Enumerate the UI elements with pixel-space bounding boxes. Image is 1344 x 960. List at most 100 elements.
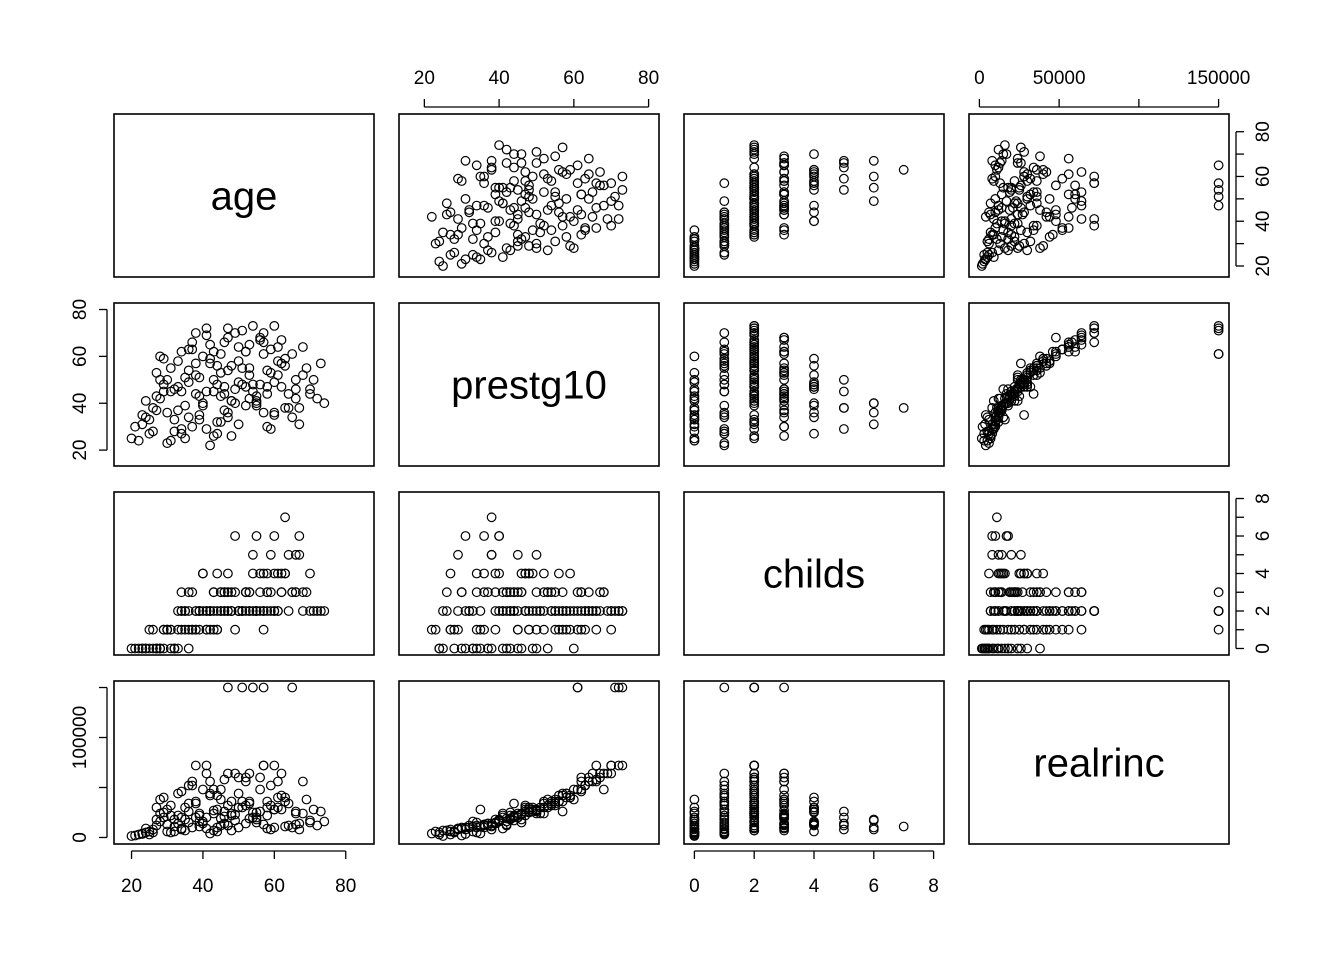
- point-r3-c2-25: [839, 824, 849, 835]
- point-r2-c0-50: [183, 624, 194, 635]
- point-r0-c1-94: [554, 207, 564, 218]
- point-r3-c2-140: [749, 774, 760, 785]
- point-r0-c1-99: [527, 225, 538, 236]
- point-r3-c2-96: [719, 826, 730, 837]
- point-r2-c0-48: [226, 587, 237, 598]
- tick-label-left-r1-3: 80: [70, 299, 91, 320]
- point-r1-c2-74: [749, 381, 760, 392]
- point-r0-c2-128: [839, 162, 849, 173]
- point-r2-c1-26: [531, 643, 542, 654]
- point-r0-c3-104: [1044, 193, 1055, 204]
- point-r1-c3-70: [980, 410, 991, 420]
- point-r2-c1-89: [546, 606, 557, 616]
- point-r1-c0-139: [169, 426, 180, 437]
- point-r3-c0-71: [244, 796, 255, 807]
- point-r1-c0-6: [194, 414, 205, 425]
- panel-r3-c1: [398, 680, 660, 845]
- point-r2-c0-91: [276, 587, 287, 598]
- point-r2-c3-66: [1213, 624, 1224, 635]
- point-r2-c1-80: [501, 643, 512, 654]
- point-r2-c0-3: [273, 568, 283, 579]
- point-r2-c1-83: [610, 606, 620, 616]
- point-r2-c1-155: [557, 624, 568, 635]
- point-r0-c3-141: [1006, 182, 1017, 193]
- point-r1-c0-61: [205, 358, 216, 369]
- point-r2-c3-158: [1076, 606, 1087, 616]
- point-r1-c0-142: [183, 365, 194, 376]
- point-r0-c1-57: [598, 200, 609, 211]
- point-r3-c1-157: [531, 804, 542, 815]
- point-r2-c0-128: [283, 549, 294, 560]
- point-r0-c1-87: [445, 249, 456, 260]
- point-r2-c0-2: [176, 624, 187, 635]
- tick-label-right-r2-4: 4: [1253, 568, 1274, 579]
- point-r2-c1-54: [565, 624, 575, 635]
- point-r2-c1-71: [539, 587, 549, 598]
- point-r0-c3-122: [1017, 209, 1028, 220]
- point-r2-c1-59: [434, 643, 445, 654]
- point-r2-c0-146: [240, 587, 251, 598]
- point-r1-c0-122: [208, 374, 219, 385]
- point-r2-c0-123: [140, 643, 151, 654]
- point-r0-c3-7: [1063, 189, 1074, 200]
- point-r1-c2-148: [719, 386, 730, 397]
- point-r0-c3-124: [1070, 180, 1080, 191]
- point-r0-c1-100: [471, 160, 482, 171]
- point-r2-c1-104: [561, 606, 572, 616]
- point-r2-c3-132: [1041, 606, 1052, 616]
- point-r2-c1-32: [475, 606, 486, 616]
- point-r0-c3-19: [1089, 214, 1100, 224]
- point-r3-c0-81: [273, 792, 283, 803]
- point-r2-c3-88: [1006, 549, 1017, 560]
- point-r2-c3-96: [984, 624, 994, 635]
- point-r1-c0-111: [280, 360, 291, 371]
- point-r1-c2-77: [719, 337, 730, 348]
- point-r1-c0-40: [140, 396, 151, 406]
- point-r0-c2-63: [779, 229, 789, 240]
- point-r2-c1-36: [516, 643, 527, 654]
- point-r2-c1-96: [430, 624, 441, 635]
- point-r0-c1-116: [572, 205, 583, 215]
- point-r2-c1-92: [505, 606, 516, 616]
- point-r1-c0-143: [276, 381, 287, 392]
- point-r1-c3-43: [1213, 321, 1224, 331]
- point-r2-c0-139: [169, 643, 180, 654]
- point-r0-c2-157: [719, 238, 730, 249]
- point-r2-c1-105: [453, 606, 463, 616]
- point-r2-c0-13: [133, 643, 144, 654]
- point-r3-c1-135: [583, 776, 594, 787]
- point-r0-c1-117: [483, 231, 493, 242]
- point-r1-c0-140: [219, 337, 230, 348]
- point-r0-c1-115: [460, 155, 471, 166]
- point-r3-c1-153: [479, 822, 490, 833]
- points-r0-c1: [426, 140, 628, 271]
- point-r2-c1-50: [471, 624, 482, 635]
- point-r3-c1-43: [617, 682, 628, 693]
- point-r2-c0-51: [298, 587, 308, 598]
- point-r2-c3-51: [1063, 587, 1074, 598]
- point-r2-c3-65: [1022, 643, 1033, 654]
- point-r2-c1-114: [524, 624, 534, 635]
- point-r0-c1-129: [613, 200, 624, 211]
- point-r0-c3-101: [1063, 211, 1074, 222]
- point-r1-c2-45: [839, 374, 849, 385]
- point-r1-c2-36: [689, 384, 700, 395]
- point-r1-c2-121: [749, 389, 760, 399]
- point-r3-c0-156: [290, 819, 301, 830]
- point-r2-c3-89: [1025, 606, 1036, 616]
- point-r2-c3-140: [1066, 606, 1077, 616]
- point-r2-c1-22: [516, 568, 527, 579]
- point-r2-c0-24: [183, 606, 194, 616]
- point-r1-c2-96: [719, 438, 730, 449]
- point-r2-c3-135: [1063, 606, 1074, 616]
- point-r2-c3-21: [1044, 624, 1055, 635]
- point-r1-c2-54: [719, 353, 730, 364]
- point-r3-c1-143: [520, 804, 531, 815]
- point-r1-c3-138: [1016, 358, 1026, 369]
- point-r3-c2-152: [749, 786, 760, 797]
- point-r3-c0-47: [130, 830, 141, 841]
- point-r3-c2-114: [719, 807, 730, 818]
- point-r1-c0-155: [190, 358, 201, 369]
- point-r1-c0-72: [201, 424, 212, 434]
- point-r2-c1-86: [568, 606, 579, 616]
